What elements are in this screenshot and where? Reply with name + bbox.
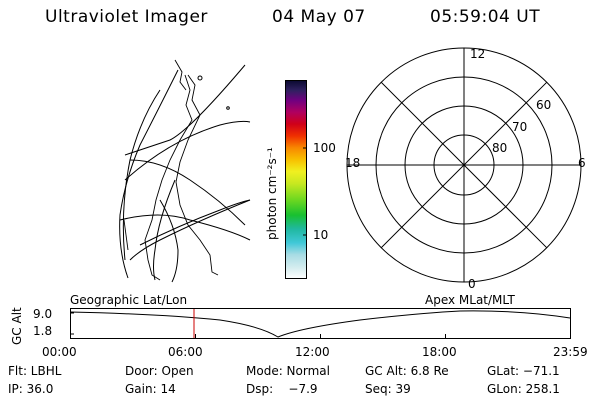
- footer-flt: Flt: LBHL: [8, 364, 62, 378]
- footer-ip: IP: 36.0: [8, 382, 54, 396]
- timeline-frame: [70, 308, 571, 339]
- footer-gcalt: GC Alt: 6.8 Re: [365, 364, 449, 378]
- map-grid-line: [122, 89, 161, 261]
- footer-gain: Gain: 14: [125, 382, 176, 396]
- timeline-x-tick-0000: 00:00: [42, 345, 77, 359]
- instrument-title: Ultraviolet Imager: [45, 7, 208, 27]
- date-label: 04 May 07: [272, 7, 366, 27]
- footer-glat: GLat: −71.1: [487, 364, 560, 378]
- timeline-x-tick-2359: 23:59: [553, 345, 588, 359]
- timeline-chart: [69, 308, 571, 339]
- map-island: [197, 75, 203, 81]
- map-coastline: [174, 59, 187, 91]
- colorbar-tick-10: 10: [313, 228, 329, 242]
- colorbar-gradient: [285, 80, 307, 279]
- timeline-y-tick-9: 9.0: [33, 307, 53, 321]
- map-grid-line: [124, 64, 246, 156]
- map-coastline: [175, 74, 219, 276]
- colorbar-unit-label: photon cm⁻²s⁻¹: [265, 147, 279, 240]
- footer-glon: GLon: 258.1: [487, 382, 560, 396]
- footer-seq: Seq: 39: [365, 382, 411, 396]
- mlt-label-18: 18: [345, 156, 361, 170]
- map-grid-line: [119, 69, 179, 279]
- altitude-curve: [69, 310, 571, 338]
- mlt-label-12: 12: [470, 47, 486, 61]
- timeline-x-tick-0600: 06:00: [168, 345, 203, 359]
- map-grid-line: [139, 199, 251, 246]
- map-grid-line: [159, 199, 179, 283]
- timeline-x-tick-1200: 12:00: [295, 345, 330, 359]
- geographic-map: [119, 59, 251, 283]
- map-grid-line: [153, 179, 176, 281]
- map-grid-line: [129, 199, 251, 261]
- mlat-label-70: 70: [512, 120, 528, 134]
- footer-door: Door: Open: [125, 364, 194, 378]
- colorbar-tick-100: 100: [313, 141, 336, 155]
- footer-mode: Mode: Normal: [246, 364, 330, 378]
- timeline-right-title: Apex MLat/MLT: [425, 293, 515, 307]
- footer-dsp: Dsp: −7.9: [246, 382, 318, 396]
- map-coastline: [123, 219, 129, 251]
- colorbar: [285, 80, 307, 279]
- timeline-left-title: Geographic Lat/Lon: [70, 293, 188, 307]
- map-grid-line: [129, 159, 246, 226]
- time-label: 05:59:04 UT: [430, 7, 541, 27]
- map-grid-line: [119, 214, 251, 241]
- polar-diagonal: [380, 81, 548, 249]
- mlt-label-0: 0: [468, 277, 476, 291]
- map-island: [226, 106, 230, 110]
- timeline-x-tick-1800: 18:00: [422, 345, 457, 359]
- polar-plot: [346, 47, 582, 283]
- map-coastline: [144, 74, 193, 281]
- map-grid-line: [124, 120, 251, 181]
- mlt-label-6: 6: [578, 156, 586, 170]
- mlat-label-80: 80: [492, 141, 508, 155]
- timeline-y-axis-label: GC Alt: [10, 307, 24, 345]
- mlat-label-60: 60: [536, 98, 552, 112]
- timeline-y-tick-1-8: 1.8: [33, 324, 53, 338]
